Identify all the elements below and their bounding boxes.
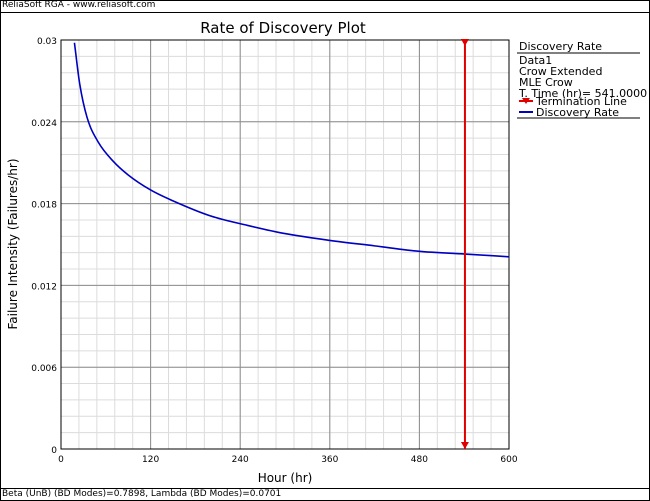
legend-line-time: T. Time (hr)= 541.0000 [518, 87, 647, 100]
footer-divider [0, 488, 650, 489]
tick-labels: 0 120 240 360 480 600 0 0.006 0.012 0.018 0.024 0.0… [31, 37, 518, 465]
legend-line-data: Data1 [519, 54, 552, 67]
legend-line-method: MLE Crow [519, 76, 573, 89]
legend-discovery-label: Discovery Rate [536, 106, 619, 119]
x-tick-label: 120 [142, 455, 159, 465]
x-tick-label: 360 [321, 455, 338, 465]
header-divider [0, 12, 650, 13]
legend-termination-label: Termination Line [535, 95, 627, 108]
discovery-rate-line [73, 42, 510, 258]
grid [60, 39, 510, 450]
legend: Discovery Rate Data1 Crow Extended MLE C… [517, 40, 647, 119]
legend-termination-marker [522, 98, 530, 104]
y-tick-label: 0.03 [37, 37, 57, 47]
series-layer [73, 39, 510, 449]
x-tick-label: 240 [232, 455, 249, 465]
footer-text: Beta (UnB) (BD Modes)=0.7898, Lambda (BD… [2, 489, 282, 499]
x-tick-label: 0 [58, 455, 64, 465]
y-tick-label: 0.024 [31, 119, 57, 129]
y-tick-label: 0 [51, 446, 57, 456]
legend-title: Discovery Rate [519, 40, 602, 53]
termination-marker-top [460, 39, 469, 46]
y-axis-label: Failure Intensity (Failures/hr) [6, 158, 20, 329]
x-tick-label: 600 [500, 455, 517, 465]
legend-line-model: Crow Extended [519, 65, 602, 78]
header-text: ReliaSoft RGA - www.reliasoft.com [2, 0, 156, 10]
y-tick-label: 0.018 [31, 201, 57, 211]
y-tick-label: 0.006 [31, 364, 57, 374]
y-tick-label: 0.012 [31, 282, 57, 292]
x-axis-label: Hour (hr) [258, 471, 313, 485]
x-tick-label: 480 [411, 455, 428, 465]
termination-marker-bottom [460, 442, 469, 449]
chart-title: Rate of Discovery Plot [200, 19, 366, 37]
plot-area [60, 39, 510, 450]
